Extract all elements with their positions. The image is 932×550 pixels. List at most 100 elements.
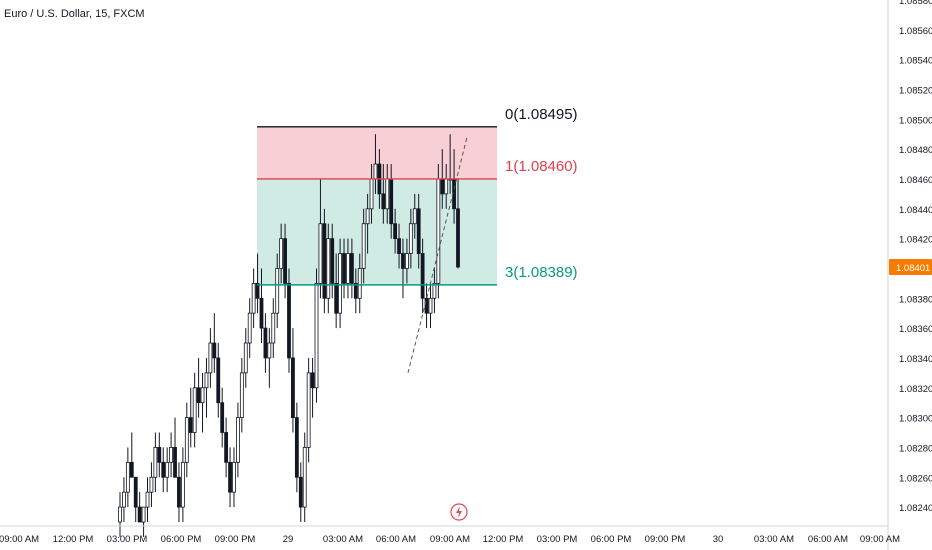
candle-body	[444, 178, 449, 195]
candle-body	[271, 312, 276, 344]
candle-body	[145, 491, 150, 508]
price-tick-label: 1.08280	[899, 443, 932, 454]
lightning-icon	[456, 506, 462, 518]
current-price-label: 1.08401	[896, 263, 930, 274]
candle-body	[283, 238, 287, 284]
candle-body	[263, 327, 268, 359]
candle-body	[228, 461, 232, 493]
price-tick-label: 1.08380	[899, 294, 932, 305]
candle-body	[200, 387, 205, 404]
candle-body	[408, 223, 413, 254]
time-tick-label: 03:00 AM	[323, 534, 363, 545]
candle-body	[251, 282, 256, 314]
price-tick-label: 1.08580	[899, 0, 932, 7]
candle-body	[287, 282, 291, 359]
time-tick-label: 06:00 AM	[808, 534, 848, 545]
candle-body	[381, 193, 386, 210]
candle-body	[330, 238, 335, 284]
candle-body	[122, 491, 126, 508]
candle-body	[338, 253, 342, 314]
candle-body	[125, 461, 130, 493]
price-tick-label: 1.08340	[899, 354, 932, 365]
time-tick-label: 09:00 AM	[430, 534, 470, 545]
candle-body	[428, 297, 433, 314]
candle-body	[177, 476, 181, 508]
candle-body	[243, 342, 248, 374]
candle-body	[208, 342, 213, 374]
time-tick-label: 03:00 AM	[754, 534, 794, 545]
price-tick-label: 1.08420	[899, 235, 932, 246]
candle-body	[322, 223, 327, 299]
candle-body	[373, 163, 378, 180]
fib-zone-green	[257, 178, 497, 285]
price-tick-label: 1.08300	[899, 414, 932, 425]
candle-body	[420, 253, 425, 299]
price-tick-label: 1.08240	[899, 503, 932, 514]
price-tick-label: 1.08260	[899, 473, 932, 484]
candle-body	[165, 461, 170, 478]
candle-body	[161, 461, 166, 478]
candle-body	[169, 447, 173, 463]
candle-body	[412, 208, 417, 225]
candle-body	[232, 461, 236, 493]
candle-body	[314, 282, 319, 389]
candle-body	[149, 476, 154, 493]
candle-body	[416, 208, 421, 254]
candle-body	[259, 297, 264, 329]
candle-body	[267, 342, 272, 359]
candle-body	[318, 223, 323, 284]
candle-body	[326, 238, 331, 299]
fib-label: 0(1.08495)	[505, 106, 578, 123]
candle-body	[361, 223, 366, 269]
candle-body	[432, 282, 437, 299]
candle-body	[302, 447, 307, 508]
time-tick-label: 09:00 AM	[0, 534, 39, 545]
candle-body	[310, 372, 315, 389]
candle-body	[212, 342, 217, 359]
candle-body	[137, 506, 142, 523]
candle-body	[385, 178, 390, 210]
time-tick-label: 06:00 PM	[591, 534, 632, 545]
candle-body	[196, 387, 201, 404]
time-tick-label: 06:00 AM	[376, 534, 416, 545]
candle-body	[397, 238, 401, 254]
candle-body	[346, 253, 350, 284]
time-tick-label: 09:00 PM	[645, 534, 686, 545]
price-tick-label: 1.08460	[899, 175, 932, 186]
candle-body	[118, 506, 122, 523]
price-tick-label: 1.08560	[899, 26, 932, 37]
candle-body	[204, 372, 209, 389]
trend-line[interactable]	[407, 137, 468, 373]
candle-body	[153, 447, 158, 478]
candle-body	[279, 238, 284, 269]
candle-body	[133, 476, 138, 508]
candle-body	[184, 417, 189, 463]
candle-body	[424, 297, 429, 314]
candle-body	[216, 357, 221, 404]
candle-body	[436, 178, 441, 284]
time-tick-label: 29	[283, 534, 294, 545]
chart-title: Euro / U.S. Dollar, 15, FXCM	[4, 8, 145, 20]
time-tick-label: 06:00 PM	[161, 534, 202, 545]
candle-body	[239, 372, 244, 419]
price-tick-label: 1.08360	[899, 324, 932, 335]
candle-body	[180, 461, 185, 508]
price-tick-label: 1.08480	[899, 145, 932, 156]
price-tick-label: 1.08520	[899, 85, 932, 96]
candle-body	[192, 387, 197, 433]
candle-body	[298, 476, 303, 508]
candle-body	[369, 178, 374, 210]
candle-body	[405, 253, 409, 269]
candle-body	[456, 208, 460, 268]
candle-body	[342, 253, 346, 284]
candle-body	[224, 432, 229, 463]
candle-body	[349, 253, 354, 284]
candle-body	[188, 417, 193, 433]
time-tick-label: 03:00 PM	[537, 534, 578, 545]
candle-body	[275, 268, 280, 314]
candle-body	[306, 372, 311, 448]
price-tick-label: 1.08320	[899, 384, 932, 395]
candle-body	[220, 402, 225, 433]
candle-body	[141, 506, 146, 523]
